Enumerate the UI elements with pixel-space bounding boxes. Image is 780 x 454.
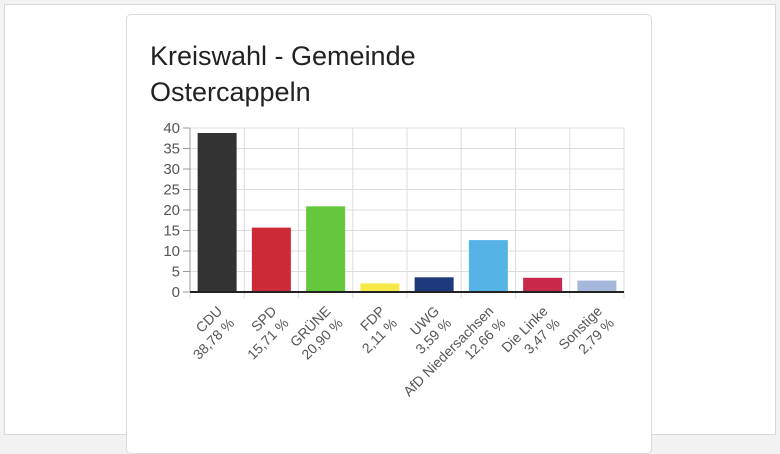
y-tick-label: 30 — [163, 161, 180, 178]
y-tick-label: 40 — [163, 120, 180, 137]
y-tick-label: 35 — [163, 141, 180, 158]
x-category-label: FDP2,11 % — [347, 303, 400, 356]
bar-4 — [360, 283, 400, 292]
x-category-label: CDU38,78 % — [178, 303, 238, 363]
bar-5 — [414, 277, 454, 292]
bar-chart: 0 5 10 15 20 25 30 35 40 CDU38,78 % SPD15,71 %GRÜN… — [163, 120, 625, 399]
bar-3 — [306, 206, 346, 292]
y-tick-label: 20 — [163, 202, 180, 219]
screenshot-frame: Kreiswahl - Gemeinde Ostercappeln 0 5 10 15… — [4, 4, 776, 454]
bar-6 — [468, 240, 508, 292]
bar-2 — [251, 227, 291, 292]
y-tick-label: 0 — [172, 284, 180, 301]
bar-1 — [197, 133, 237, 292]
bar-7 — [523, 277, 563, 292]
x-category-label: SPD15,71 % — [232, 303, 292, 363]
chart-title-line-1: Kreiswahl - Gemeinde — [150, 41, 416, 71]
x-category-label: Die Linke3,47 % — [498, 303, 563, 368]
y-tick-label: 15 — [163, 223, 180, 240]
y-tick-label: 5 — [172, 264, 180, 281]
y-tick-label: 25 — [163, 182, 180, 199]
chart-title-line-2: Ostercappeln — [150, 77, 311, 107]
bar-8 — [577, 280, 617, 292]
x-category-label: GRÜNE20,90 % — [285, 302, 345, 362]
chart-title: Kreiswahl - Gemeinde Ostercappeln — [150, 38, 630, 110]
y-tick-label: 10 — [163, 243, 180, 260]
x-category-label: Sonstige2,79 % — [555, 303, 617, 365]
